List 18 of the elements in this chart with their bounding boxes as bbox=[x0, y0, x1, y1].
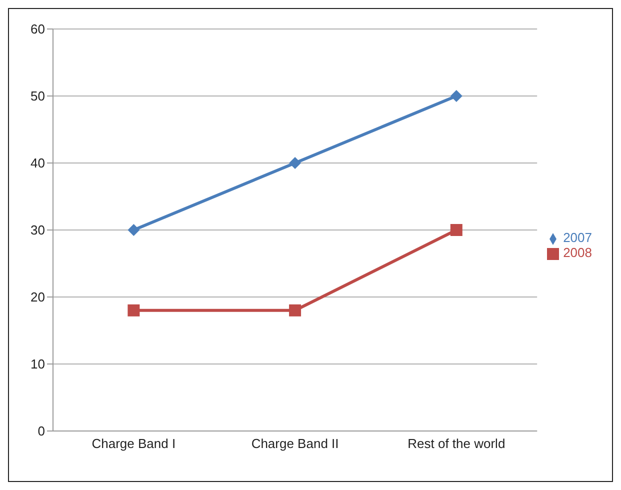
legend-label: 2007 bbox=[563, 230, 592, 245]
x-tick-label: Charge Band I bbox=[92, 436, 176, 452]
point bbox=[450, 224, 462, 236]
point bbox=[289, 304, 302, 316]
y-tick-label: 60 bbox=[30, 22, 45, 37]
point bbox=[289, 157, 302, 169]
point bbox=[128, 224, 140, 236]
y-tick-label: 10 bbox=[30, 356, 45, 372]
point bbox=[128, 304, 140, 316]
point bbox=[450, 90, 462, 102]
x-tick-label: Rest of the world bbox=[408, 436, 506, 452]
y-tick-label: 0 bbox=[38, 424, 45, 439]
y-tick-label: 20 bbox=[30, 290, 45, 305]
y-tick-label: 50 bbox=[30, 88, 45, 104]
legend-label: 2008 bbox=[563, 245, 592, 260]
y-tick-label: 30 bbox=[30, 222, 45, 238]
x-tick-label: Charge Band II bbox=[251, 436, 339, 452]
y-tick-label: 40 bbox=[30, 156, 45, 171]
